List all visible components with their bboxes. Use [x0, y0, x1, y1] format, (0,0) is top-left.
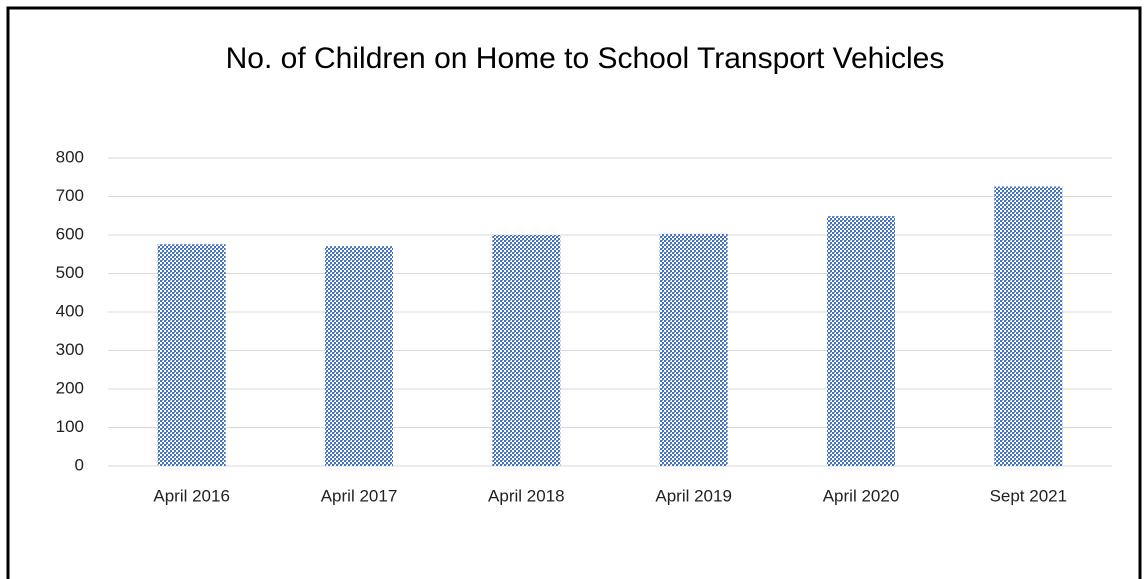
x-tick-label: April 2016: [153, 486, 230, 505]
x-tick-label: Sept 2021: [990, 486, 1068, 505]
bar: [492, 235, 561, 466]
bar: [325, 246, 393, 466]
bar: [827, 216, 895, 466]
y-tick-label: 600: [56, 224, 84, 243]
x-tick-label: April 2020: [823, 486, 900, 505]
chart-title: No. of Children on Home to School Transp…: [226, 42, 945, 75]
x-tick-label: April 2017: [321, 486, 398, 505]
y-tick-label: 400: [56, 301, 84, 320]
y-tick-label: 300: [56, 340, 84, 359]
bar: [659, 233, 728, 466]
y-tick-label: 200: [56, 378, 84, 397]
bar: [994, 186, 1063, 467]
y-tick-label: 100: [56, 417, 84, 436]
y-tick-label: 0: [75, 455, 84, 474]
x-tick-label: April 2019: [655, 486, 732, 505]
y-tick-label: 500: [56, 263, 84, 282]
x-tick-label: April 2018: [488, 486, 565, 505]
y-tick-label: 800: [56, 147, 84, 166]
bar: [157, 244, 226, 466]
y-tick-label: 700: [56, 186, 84, 205]
